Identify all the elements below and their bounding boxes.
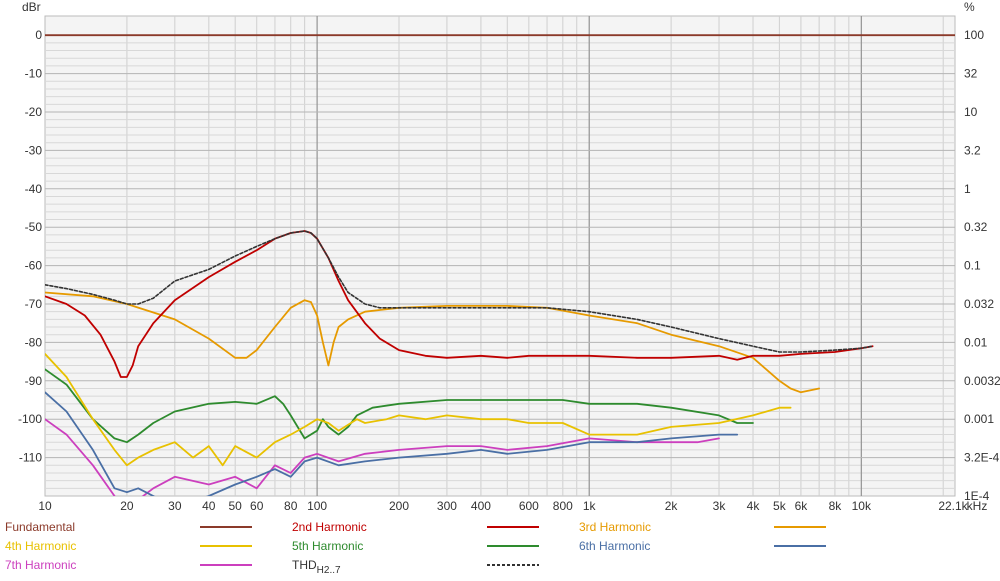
series-line-4th-harmonic (45, 353, 792, 467)
x-tick-label: 5k (773, 499, 787, 513)
legend-label: 6th Harmonic (579, 539, 650, 553)
y-tick-label-left: -90 (25, 374, 43, 388)
x-tick-label: 6k (795, 499, 809, 513)
x-tick-label: 40 (202, 499, 216, 513)
y-tick-label-right: 1E-4 (964, 489, 990, 503)
y-tick-label-left: -30 (25, 143, 43, 157)
legend-label: 3rd Harmonic (579, 520, 651, 534)
y-tick-label-right: 0.32 (964, 220, 988, 234)
legend-label: Fundamental (5, 520, 75, 534)
x-tick-label: 80 (284, 499, 298, 513)
y-tick-label-left: -40 (25, 182, 43, 196)
x-tick-label: 50 (229, 499, 243, 513)
legend-label: 2nd Harmonic (292, 520, 367, 534)
x-tick-label: 100 (307, 499, 327, 513)
legend-label: 7th Harmonic (5, 558, 76, 572)
y-tick-label-right: 0.032 (964, 297, 994, 311)
x-tick-label: 400 (471, 499, 491, 513)
plot-area (44, 15, 956, 497)
y-tick-label-right: 0.1 (964, 259, 981, 273)
x-tick-label: 200 (389, 499, 409, 513)
y-tick-label-right: 3.2E-4 (964, 451, 1000, 465)
x-tick-label: 22.1k (938, 499, 968, 513)
x-tick-label: 2k (665, 499, 679, 513)
y-tick-label-right: 0.01 (964, 335, 988, 349)
x-tick-label: 800 (553, 499, 573, 513)
x-tick-label: 10k (852, 499, 872, 513)
x-tick-label: 300 (437, 499, 457, 513)
y-tick-label-right: 0.001 (964, 412, 994, 426)
series-line-7th-harmonic (45, 418, 720, 496)
y-tick-label-right: 100 (964, 28, 984, 42)
legend-label: 5th Harmonic (292, 539, 363, 553)
x-tick-label: 1k (583, 499, 597, 513)
x-tick-label: 8k (829, 499, 843, 513)
x-tick-label: 30 (168, 499, 182, 513)
y-tick-label-right: 1 (964, 182, 971, 196)
y-tick-label-right: 0.0032 (964, 374, 1000, 388)
legend-label: 4th Harmonic (5, 539, 76, 553)
y-tick-label-left: -70 (25, 297, 43, 311)
y-tick-label-left: -110 (19, 451, 42, 465)
y-tick-label-left: -10 (25, 67, 43, 81)
y-axis-unit-right: % (964, 0, 975, 14)
series-line-2nd-harmonic (45, 230, 874, 378)
y-tick-label-right: 32 (964, 67, 978, 81)
x-tick-label: 4k (747, 499, 761, 513)
y-tick-label-left: -100 (18, 412, 42, 426)
y-tick-label-left: -60 (25, 259, 43, 273)
series-line-5th-harmonic (45, 368, 754, 444)
x-tick-label: 10 (38, 499, 52, 513)
legend-label-subscript: H2..7 (317, 565, 341, 576)
x-tick-label: 20 (120, 499, 134, 513)
y-tick-label-left: -50 (25, 220, 43, 234)
y-tick-label-left: -80 (25, 335, 43, 349)
x-tick-label: 600 (519, 499, 539, 513)
y-tick-label-right: 10 (964, 105, 978, 119)
x-tick-label: 3k (713, 499, 727, 513)
x-axis-unit: kHz (967, 499, 988, 513)
series-line-thd (45, 230, 874, 353)
series-line-3rd-harmonic (45, 291, 820, 394)
y-tick-label-right: 3.2 (964, 143, 981, 157)
y-tick-label-left: -20 (25, 105, 43, 119)
y-axis-unit-left: dBr (22, 0, 41, 14)
x-tick-label: 60 (250, 499, 264, 513)
series-line-6th-harmonic (45, 391, 739, 496)
y-tick-label-left: 0 (35, 28, 42, 42)
